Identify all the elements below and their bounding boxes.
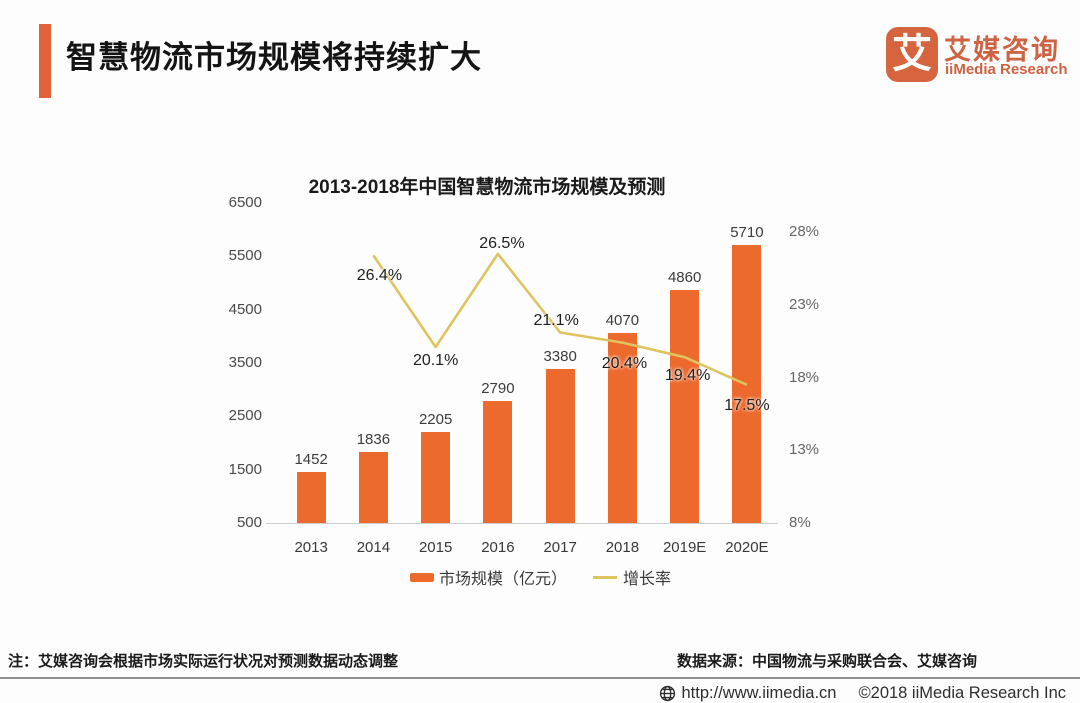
logo-mark-glyph: 艾 bbox=[892, 32, 932, 76]
footer-url: http://www.iimedia.cn bbox=[681, 684, 837, 702]
growth-rate-label: 20.4% bbox=[601, 354, 648, 372]
x-axis-label: 2015 bbox=[418, 539, 453, 556]
y-axis-left-tick: 6500 bbox=[228, 194, 262, 211]
bar-value-label: 5710 bbox=[730, 224, 764, 242]
legend-bar-label: 市场规模（亿元） bbox=[439, 571, 568, 588]
bar bbox=[296, 472, 326, 523]
bar-value-label: 2790 bbox=[481, 379, 515, 397]
title-accent-bar bbox=[39, 24, 51, 98]
y-axis-left-tick: 1500 bbox=[228, 460, 262, 478]
legend-line-label: 增长率 bbox=[623, 571, 672, 588]
growth-rate-label: 21.1% bbox=[533, 312, 579, 330]
bar bbox=[545, 369, 575, 523]
y-axis-left-tick: 500 bbox=[236, 514, 262, 531]
y-axis-right-tick: 23% bbox=[789, 295, 820, 313]
y-axis-left-tick: 3500 bbox=[228, 354, 262, 371]
x-axis-label: 2013 bbox=[294, 539, 328, 556]
bar-value-label: 4070 bbox=[605, 311, 640, 329]
logo-mark-icon: 艾 bbox=[886, 27, 938, 82]
y-axis-right-tick: 13% bbox=[789, 441, 820, 459]
y-axis-right-tick: 18% bbox=[789, 368, 820, 386]
legend: 市场规模（亿元） 增长率 bbox=[410, 566, 671, 588]
data-source: 数据来源：中国物流与采购联合会、艾媒咨询 bbox=[676, 653, 977, 670]
growth-rate-label: 19.4% bbox=[664, 367, 711, 385]
x-axis-label: 2014 bbox=[356, 539, 391, 556]
bar bbox=[483, 400, 513, 523]
globe-icon bbox=[659, 685, 675, 702]
x-axis-line bbox=[266, 523, 778, 524]
bar-value-label: 1452 bbox=[294, 451, 328, 469]
logo-name-en: iiMedia Research bbox=[945, 61, 1068, 78]
y-axis-left-tick: 4500 bbox=[228, 300, 262, 318]
footer-divider bbox=[0, 677, 1080, 679]
x-axis-label: 2016 bbox=[481, 539, 515, 556]
y-axis-right-tick: 8% bbox=[789, 514, 811, 531]
legend-line-swatch-icon bbox=[593, 575, 618, 579]
chart-title: 2013-2018年中国智慧物流市场规模及预测 bbox=[308, 177, 666, 198]
growth-rate-label: 20.1% bbox=[412, 352, 459, 369]
bar-value-label: 2205 bbox=[418, 411, 453, 429]
legend-bar-swatch-icon bbox=[410, 572, 434, 582]
x-axis-label: 2018 bbox=[605, 539, 640, 556]
x-axis-label: 2020E bbox=[725, 539, 769, 556]
footer-copyright: ©2018 iiMedia Research Inc bbox=[858, 684, 1066, 702]
bar bbox=[670, 290, 700, 523]
bar bbox=[358, 451, 388, 523]
growth-rate-label: 17.5% bbox=[724, 396, 770, 414]
footnote: 注：艾媒咨询会根据市场实际运行状况对预测数据动态调整 bbox=[8, 653, 399, 670]
bar-value-label: 3380 bbox=[543, 348, 577, 366]
bar bbox=[732, 245, 762, 523]
growth-rate-label: 26.4% bbox=[356, 267, 403, 285]
bar-value-label: 1836 bbox=[356, 430, 391, 448]
page-title: 智慧物流市场规模将持续扩大 bbox=[66, 40, 482, 75]
y-axis-left-tick: 5500 bbox=[228, 247, 262, 265]
logo-name-cn: 艾媒咨询 bbox=[944, 35, 1060, 65]
y-axis-right-tick: 28% bbox=[789, 223, 820, 241]
footer: http://www.iimedia.cn ©2018 iiMedia Rese… bbox=[659, 684, 1066, 703]
bar bbox=[421, 432, 451, 523]
growth-rate-label: 26.5% bbox=[479, 234, 525, 252]
x-axis-label: 2019E bbox=[662, 539, 707, 556]
x-axis-label: 2017 bbox=[543, 539, 577, 556]
y-axis-left-tick: 2500 bbox=[228, 407, 262, 425]
bar-value-label: 4860 bbox=[667, 269, 702, 287]
